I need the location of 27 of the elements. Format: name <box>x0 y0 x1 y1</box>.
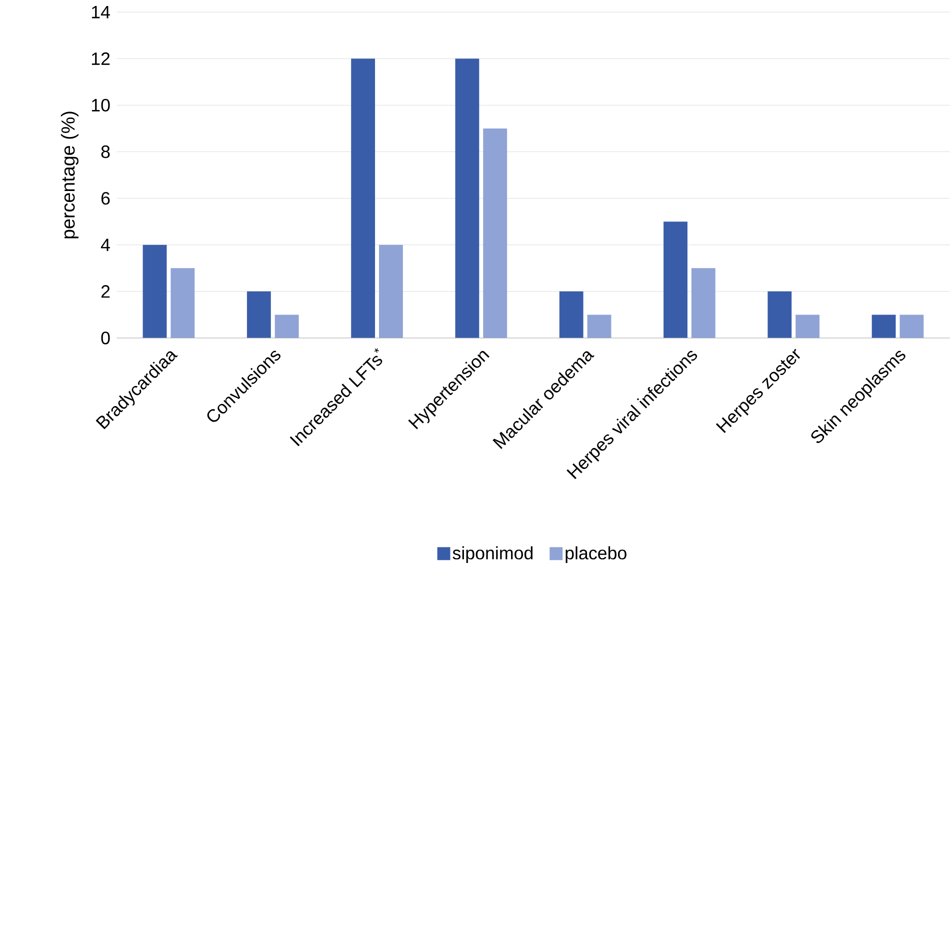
bar <box>900 314 924 338</box>
y-tick-label: 10 <box>92 98 110 112</box>
y-tick-label: 2 <box>101 285 110 298</box>
bar <box>768 291 792 338</box>
bar <box>142 244 167 338</box>
bar <box>872 314 896 338</box>
bar <box>246 291 271 338</box>
bar <box>587 314 612 338</box>
y-tick-label: 6 <box>101 192 110 205</box>
legend-label: siponimod <box>452 546 533 564</box>
bar <box>559 291 584 338</box>
y-axis-title: percentage (%) <box>60 112 78 238</box>
bar <box>170 268 195 338</box>
bar <box>691 268 716 338</box>
y-tick-label: 0 <box>101 332 110 344</box>
bar <box>379 244 403 338</box>
legend-label: placebo <box>566 546 626 564</box>
bar <box>274 314 299 338</box>
bar <box>796 314 820 338</box>
bar <box>483 128 508 338</box>
bar <box>455 58 480 338</box>
y-tick-label: 12 <box>92 52 110 65</box>
bar <box>351 58 376 338</box>
y-tick-label: 4 <box>100 238 110 252</box>
bar <box>664 222 688 338</box>
y-tick-label: 8 <box>101 145 110 158</box>
y-tick-label: 14 <box>92 6 110 18</box>
